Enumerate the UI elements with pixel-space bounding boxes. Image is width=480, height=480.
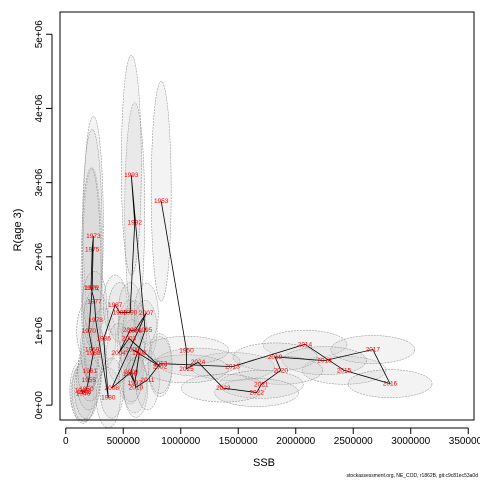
point-label: 1972: [85, 285, 100, 292]
point-label: 2005: [123, 327, 138, 334]
trajectory-line: [81, 175, 391, 398]
point-label: 2012: [153, 361, 168, 368]
uncertainty-ellipse: [150, 80, 172, 302]
y-axis: 0e+00 1e+06 2e+06 3e+06 4e+06 5e+06: [34, 20, 53, 420]
point-label: 2023: [216, 385, 231, 392]
footer-note: stockassessment.org, NE_COD, r1862B, git…: [347, 473, 479, 479]
point-label: 2009: [124, 369, 139, 376]
point-label: 2006: [128, 328, 143, 335]
point-label: 1976: [84, 285, 99, 292]
point-label: 1950: [179, 347, 194, 354]
point-label: 1988: [113, 309, 128, 316]
point-label: 1950: [79, 386, 94, 393]
x-axis-title: SSB: [253, 457, 275, 469]
point-label: 2010: [129, 384, 144, 391]
point-label: 2003: [122, 335, 137, 342]
point-label: 2015: [337, 367, 352, 374]
y-tick-label: 3e+06: [34, 168, 45, 197]
x-tick-label: 1000000: [161, 436, 200, 447]
point-label: 2011: [140, 377, 154, 384]
point-label: 1947: [75, 387, 90, 394]
point-label: 1968: [86, 350, 101, 357]
point-label: 2013: [225, 364, 240, 371]
point-label: 1946: [76, 390, 91, 397]
point-label: 2014: [298, 341, 313, 348]
point-label: 1995: [138, 327, 153, 334]
point-label: 1993: [124, 172, 139, 179]
point-label: 2025: [179, 366, 194, 373]
point-label: 2000: [125, 347, 140, 354]
x-tick-label: 0: [63, 436, 69, 447]
point-label: 2016: [383, 381, 398, 388]
point-label: 1978: [88, 317, 103, 324]
x-tick-label: 2500000: [334, 436, 373, 447]
x-tick-label: 500000: [107, 436, 141, 447]
point-label: 1990: [123, 309, 138, 316]
point-label: 1998: [132, 350, 147, 357]
point-label: 2002: [153, 364, 168, 371]
uncertainty-ellipse: [83, 115, 104, 337]
point-label: 2008: [105, 385, 120, 392]
x-tick-label: 2000000: [276, 436, 315, 447]
point-label: 1996: [123, 371, 138, 378]
trajectory: [81, 175, 391, 398]
x-axis: 0 500000 1000000 1500000 2000000 2500000 30000…: [63, 427, 480, 447]
y-axis-title: R(age 3): [12, 209, 24, 252]
point-label: 1955: [82, 377, 97, 384]
year-labels: 1946194719481950195519611968196919701972…: [75, 172, 398, 402]
x-tick-label: 1500000: [219, 436, 258, 447]
point-label: 1987: [108, 302, 123, 309]
point-label: 1961: [83, 368, 98, 375]
x-tick-label: 3000000: [391, 436, 430, 447]
point-label: 1986: [96, 335, 111, 342]
point-label: 2017: [366, 347, 381, 354]
point-label: 1992: [128, 220, 143, 227]
y-tick-label: 1e+06: [34, 317, 45, 346]
plot-frame: [59, 11, 475, 421]
point-label: 1980: [101, 395, 116, 402]
point-label: 1970: [82, 328, 97, 335]
point-label: 1973: [86, 233, 101, 240]
uncertainty-ellipse: [121, 54, 142, 276]
point-label: 1953: [154, 198, 169, 205]
point-label: 2022: [249, 390, 264, 397]
point-label: 2020: [274, 367, 289, 374]
y-tick-label: 4e+06: [34, 94, 45, 123]
point-label: 2018: [317, 358, 332, 365]
y-tick-label: 2e+06: [34, 242, 45, 271]
point-label: 2021: [254, 381, 269, 388]
point-label: 2019: [268, 354, 283, 361]
point-label: 1975: [85, 246, 100, 253]
point-label: 1948: [77, 389, 92, 396]
point-label: 2004: [111, 350, 126, 357]
point-label: 1997: [128, 380, 143, 387]
y-tick-label: 0e+00: [34, 391, 45, 420]
point-label: 2007: [139, 310, 154, 317]
point-label: 1969: [85, 347, 100, 354]
point-label: 2024: [191, 359, 206, 366]
y-tick-label: 5e+06: [34, 20, 45, 49]
point-label: 1977: [87, 298, 102, 305]
